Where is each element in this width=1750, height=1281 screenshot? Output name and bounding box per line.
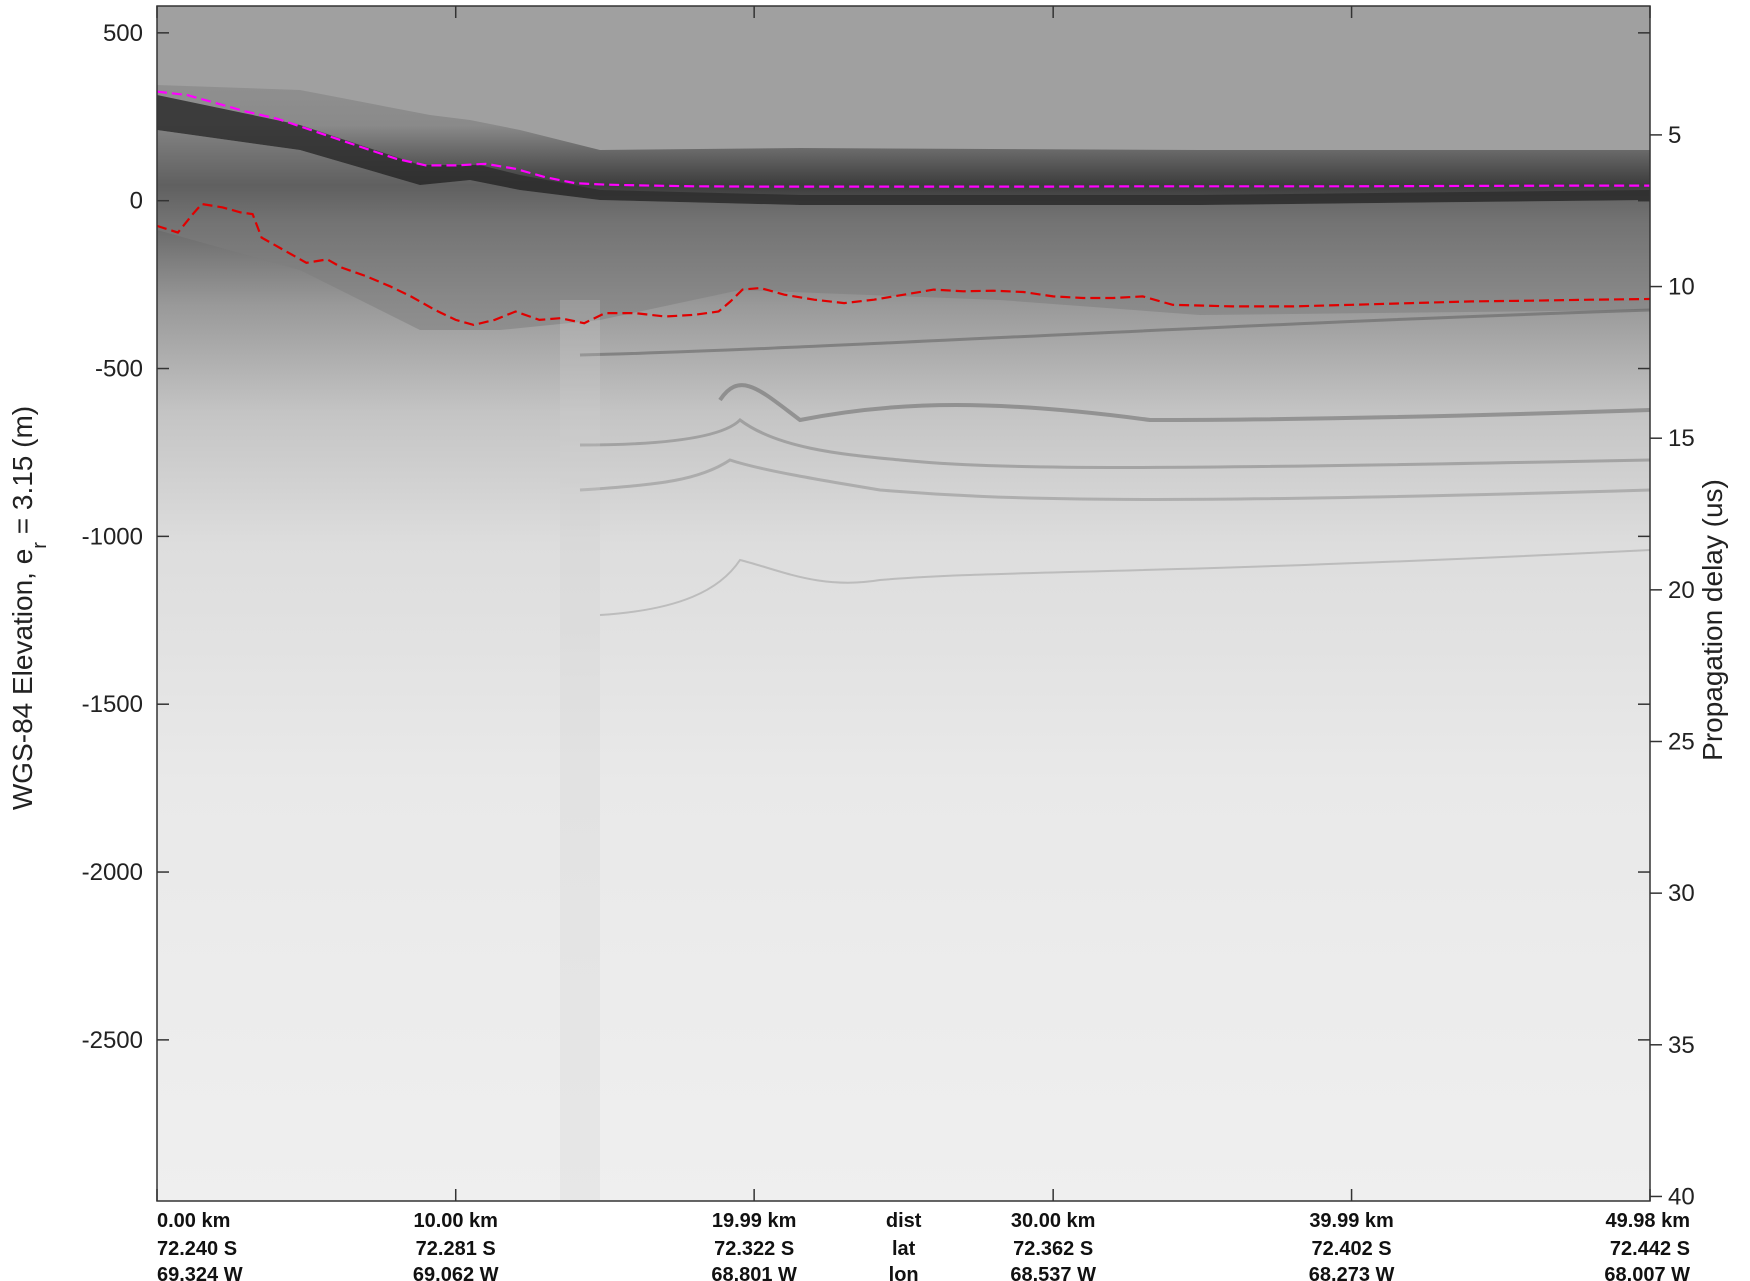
left-tick-label: 500 — [103, 20, 143, 47]
left-tick-label: -500 — [95, 356, 143, 383]
ice-body — [157, 130, 1650, 330]
left-tick-label: -2000 — [82, 859, 143, 886]
x-tick-label: 68.801 W — [711, 1264, 797, 1281]
series-line-1 — [157, 202, 1650, 327]
right-tick-label: 15 — [1668, 425, 1695, 452]
left-tick-label: -1000 — [82, 523, 143, 550]
x-tick-label: 72.362 S — [1013, 1238, 1093, 1260]
internal-layer — [599, 549, 1650, 616]
x-tick-label: 39.99 km — [1309, 1210, 1394, 1232]
x-row-name: dist — [886, 1210, 922, 1232]
x-row-name: lon — [889, 1264, 919, 1281]
right-tick-label: 20 — [1668, 577, 1695, 604]
right-tick-label: 35 — [1668, 1032, 1695, 1059]
series-line-0 — [157, 90, 1650, 188]
internal-layer — [579, 418, 1650, 469]
plot-frame — [156, 5, 1651, 1202]
left-tick-label: 0 — [130, 188, 143, 215]
vertical-streak — [560, 300, 600, 1200]
air-region — [157, 6, 1650, 150]
right-axis: 5 10 15 20 25 30 35 40 — [1650, 122, 1695, 1210]
surface-band — [157, 95, 1650, 205]
x-tick-label: 72.402 S — [1312, 1238, 1392, 1260]
x-tick-label: 0.00 km — [157, 1210, 230, 1232]
right-tick-label: 10 — [1668, 274, 1695, 301]
internal-layer — [718, 383, 1650, 423]
x-row-name: lat — [892, 1238, 916, 1260]
right-tick-label: 40 — [1668, 1183, 1695, 1210]
x-tick-label: 72.240 S — [157, 1238, 237, 1260]
left-axis-title: WGS-84 Elevation, er = 3.15 (m) — [7, 406, 51, 810]
x-tick-label: 49.98 km — [1605, 1210, 1690, 1232]
internal-layer — [579, 308, 1650, 357]
bottom-axis: 0.00 km 72.240 S 69.324 W 10.00 km 72.281 S 6… — [156, 6, 1690, 1281]
right-tick-label: 30 — [1668, 880, 1695, 907]
x-tick-label: 69.324 W — [157, 1264, 243, 1281]
x-tick-label: 72.322 S — [714, 1238, 794, 1260]
right-tick-label: 5 — [1668, 122, 1681, 149]
right-tick-label: 25 — [1668, 729, 1695, 756]
x-tick-label: 69.062 W — [413, 1264, 499, 1281]
x-tick-label: 68.273 W — [1309, 1264, 1395, 1281]
x-tick-label: 72.442 S — [1610, 1238, 1690, 1260]
x-tick-label: 30.00 km — [1011, 1210, 1096, 1232]
x-tick-label: 72.281 S — [416, 1238, 496, 1260]
left-axis: 500 0 -500 -1000 -1500 -2000 -2500 — [82, 20, 1650, 1054]
x-tick-label: 10.00 km — [413, 1210, 498, 1232]
left-tick-label: -2500 — [82, 1027, 143, 1054]
x-tick-label: 68.007 W — [1604, 1264, 1690, 1281]
x-tick-label: 19.99 km — [712, 1210, 797, 1232]
right-axis-title: Propagation delay (us) — [1697, 479, 1728, 761]
left-tick-label: -1500 — [82, 691, 143, 718]
internal-layer — [579, 458, 1650, 501]
series-layer — [157, 90, 1650, 327]
x-tick-label: 68.537 W — [1010, 1264, 1096, 1281]
